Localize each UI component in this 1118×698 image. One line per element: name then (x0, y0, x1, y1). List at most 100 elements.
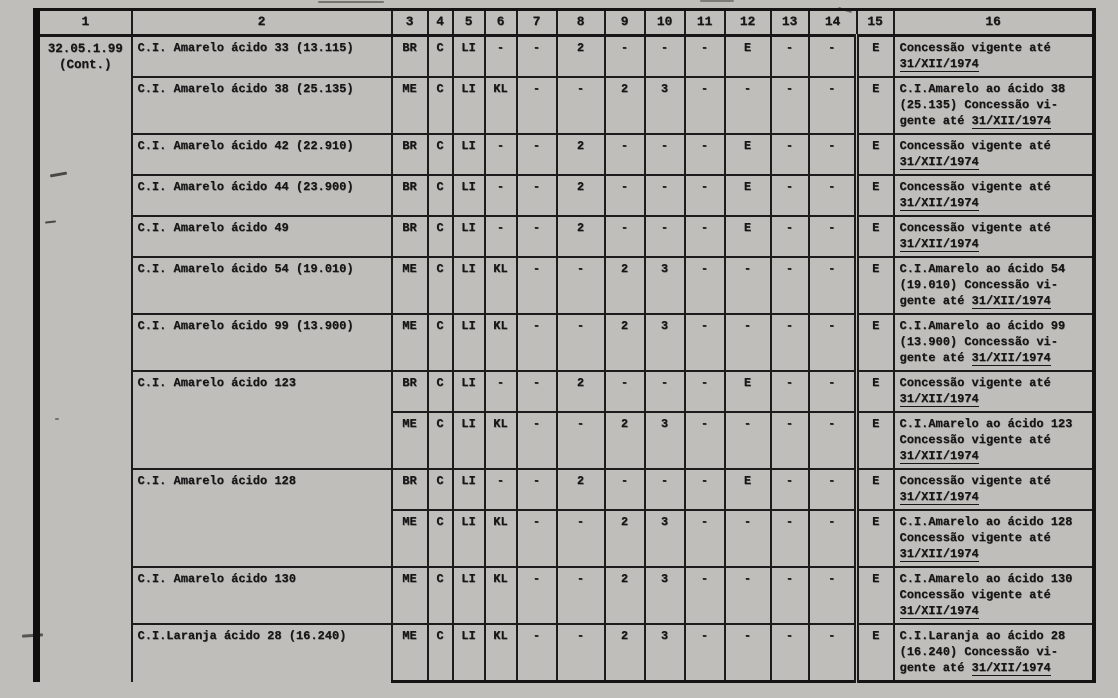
code-cell: - (515, 215, 558, 258)
note-cell: Concessão vigente até 31/XII/1974 (892, 370, 1095, 413)
code-cell: - (515, 256, 558, 315)
code-cell: - (723, 313, 772, 372)
code-cell: ME (390, 313, 429, 372)
code-cell: LI (451, 509, 486, 568)
code-cell: - (515, 370, 558, 413)
header-row: 1 2 3 4 5 6 7 8 9 10 11 12 13 14 15 16 (35, 8, 1095, 37)
note-cell: C.I.Amarelo ao ácido 54 (19.010) Concessã… (892, 256, 1095, 315)
code-cell: - (683, 411, 726, 470)
code-cell: - (515, 509, 558, 568)
code-cell: 2 (603, 566, 646, 625)
code-cell: 2 (603, 76, 646, 135)
code-cell: - (769, 411, 810, 470)
note-cell: Concessão vigente até 31/XII/1974 (892, 174, 1095, 217)
column-header-15: 15 (855, 8, 895, 37)
code-cell: - (515, 313, 558, 372)
table-row: C.I. Amarelo ácido 128 BR C LI - -2- - - E - - E Con… (37, 468, 1095, 568)
code-cell: ME (390, 509, 429, 568)
code-cell: KL (483, 313, 518, 372)
note-line: (16.240) Concessão vi- (899, 645, 1058, 659)
code-cell: KL (483, 509, 518, 568)
column-header-7: 7 (515, 8, 558, 37)
code-cell: - (515, 623, 558, 683)
code-cell: 2 (603, 411, 646, 470)
code-cell: - (723, 623, 772, 683)
code-cell: - (515, 76, 558, 135)
code-cell: - (807, 370, 858, 413)
code-cell: - (483, 174, 518, 217)
code-cell: - (555, 256, 606, 315)
code-cell: BR (390, 34, 429, 78)
column-header-12: 12 (723, 8, 772, 37)
code-cell: - (515, 174, 558, 217)
code-cell: - (807, 215, 858, 258)
code-cell: - (807, 174, 858, 217)
scan-artifact (700, 0, 734, 2)
table-row: C.I. Amarelo ácido 123 BR C LI - -2- - - E - - E Con… (37, 370, 1095, 470)
note-line: (13.900) Concessão vi- (899, 335, 1058, 349)
code-cell: E (723, 34, 772, 78)
note-line: Concessão vigente até (899, 376, 1051, 390)
column-header-6: 6 (483, 8, 518, 37)
note-line: Concessão vigente até (899, 41, 1051, 55)
code-cell: - (683, 133, 726, 176)
colorant-name-cell: C.I. Amarelo ácido 38 (25.135) (130, 76, 393, 135)
concession-date: 31/XII/1974 (971, 351, 1051, 366)
note-line: Concessão vigente até (899, 139, 1051, 153)
table-row: C.I. Amarelo ácido 44 (23.900) BR C LI - -2- -… (37, 174, 1095, 217)
column-header-9: 9 (603, 8, 646, 37)
code-cell: C (426, 411, 454, 470)
note-line: 31/XII/1974 (899, 391, 1089, 407)
table-row: C.I.Laranja ácido 28 (16.240) ME C LI KL - -2 3… (37, 623, 1095, 683)
code-cell: LI (451, 370, 486, 413)
code-cell: 2 (555, 174, 606, 217)
table-row: C.I. Amarelo ácido 130 ME C LI KL - -2 3- - - - E C.… (37, 566, 1095, 625)
column-header-11: 11 (683, 8, 726, 37)
note-cell: Concessão vigente até 31/XII/1974 (892, 468, 1095, 511)
column-header-8: 8 (555, 8, 606, 37)
code-cell: E (854, 76, 895, 135)
code-cell: - (555, 411, 606, 470)
code-cell: - (769, 76, 810, 135)
code-cell: - (643, 370, 686, 413)
note-line: 31/XII/1974 (899, 154, 1089, 170)
note-line: 31/XII/1974 (899, 448, 1089, 464)
code-cell: - (807, 566, 858, 625)
code-cell: - (643, 468, 686, 511)
code-cell: - (643, 133, 686, 176)
code-cell: - (555, 76, 606, 135)
code-cell: ME (390, 411, 429, 470)
code-cell: - (807, 313, 858, 372)
code-cell: - (515, 34, 558, 78)
code-cell: - (807, 133, 858, 176)
code-cell: - (769, 370, 810, 413)
table-row: 32.05.1.99 (Cont.) C.I. Amarelo ácido 33 (… (35, 34, 1095, 682)
code-cell: - (807, 256, 858, 315)
code-cell: LI (451, 468, 486, 511)
note-line: gente até 31/XII/1974 (899, 351, 1051, 366)
code-cell: - (643, 174, 686, 217)
code-cell: - (483, 215, 518, 258)
note-line: C.I.Amarelo ao ácido 38 (899, 82, 1066, 96)
code-cell: E (854, 34, 895, 78)
note-line: gente até 31/XII/1974 (899, 114, 1051, 129)
note-line: Concessão vigente até (899, 588, 1051, 602)
code-cell: 2 (555, 133, 606, 176)
section-code-cell: 32.05.1.99 (Cont.) (35, 34, 133, 682)
code-cell: - (515, 468, 558, 511)
code-cell: - (683, 370, 726, 413)
code-cell: E (723, 370, 772, 413)
colorant-name-cell: C.I. Amarelo ácido 33 (13.115) (130, 34, 393, 78)
code-cell: - (807, 411, 858, 470)
code-cell: E (723, 174, 772, 217)
code-cell: E (854, 566, 895, 625)
code-cell: - (807, 34, 858, 78)
colorant-name-cell: C.I.Laranja ácido 28 (16.240) (130, 623, 393, 682)
code-cell: - (483, 133, 518, 176)
code-cell: - (769, 174, 810, 217)
code-cell: BR (390, 370, 429, 413)
colorant-name-cell: C.I. Amarelo ácido 42 (22.910) (130, 133, 393, 176)
code-cell: - (683, 566, 726, 625)
table-row: C.I. Amarelo ácido 54 (19.010) ME C LI KL - -2… (37, 256, 1095, 315)
table-row: ME C LI KL - -2 3- - - - E C.I.Amarelo ao ácido 123… (37, 411, 1095, 470)
